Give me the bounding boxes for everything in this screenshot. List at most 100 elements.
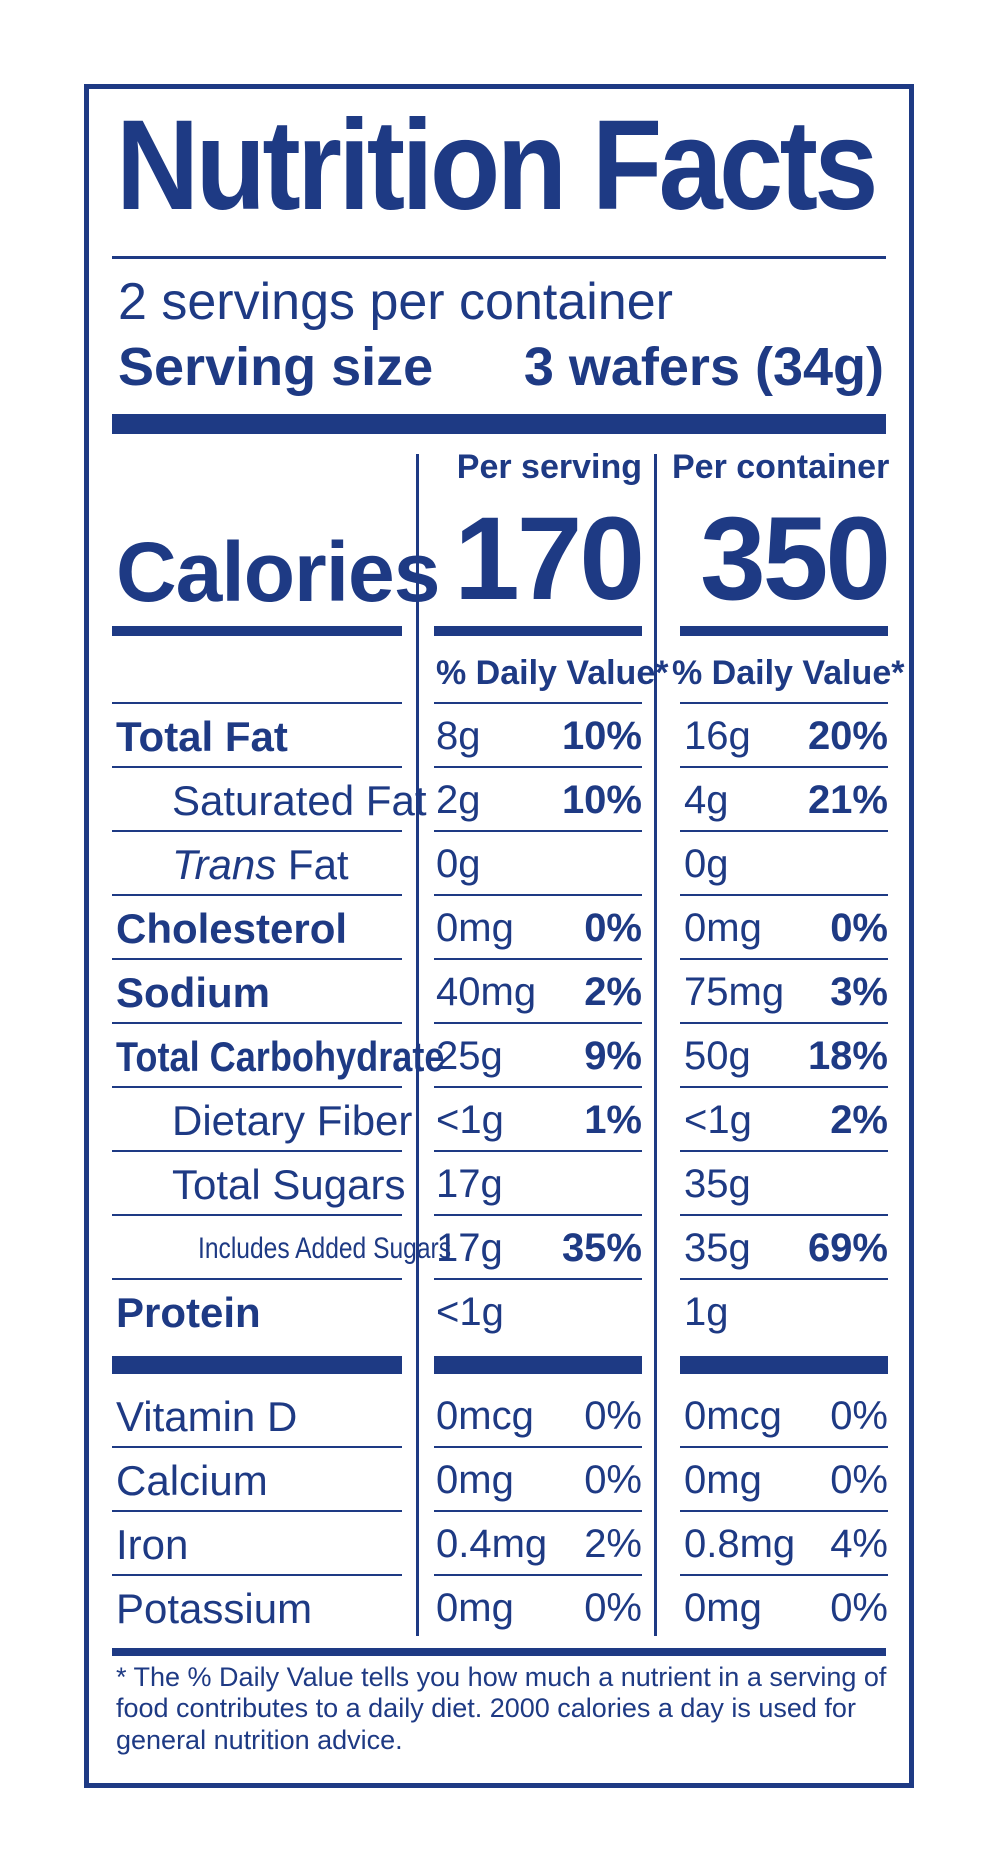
calories-divider-container [680,626,888,636]
row-divider-label [112,830,402,832]
vitamin-serving-daily-value: 0% [584,1394,642,1438]
container-amount: 50g [684,1034,751,1078]
serving-daily-value: 9% [584,1034,642,1078]
serving-daily-value: 1% [584,1098,642,1142]
protein-thick-divider-container [680,1356,888,1374]
row-divider-serving [434,830,642,832]
row-divider-container [680,1086,888,1088]
container-daily-value: 20% [807,714,888,758]
vitamin-container-daily-value: 4% [830,1522,888,1566]
nutrient-label: Dietary Fiber [172,1097,413,1144]
vitamin-divider-serving [434,1574,642,1576]
per-container-header: Per container [672,448,890,486]
container-amount: 16g [684,714,751,758]
nutrient-label: Total Carbohydrate [116,1033,445,1080]
container-amount: 4g [684,778,729,822]
vitamin-serving-daily-value: 2% [584,1522,642,1566]
vitamin-serving-amount: 0mcg [436,1394,534,1438]
vitamin-serving-daily-value: 0% [584,1458,642,1502]
label-title: Nutrition Facts [116,94,878,237]
daily-value-footnote: * The % Daily Value tells you how much a… [116,1662,887,1755]
vitamin-divider-label [112,1510,402,1512]
container-daily-value: 18% [807,1034,888,1078]
row-divider-container [680,830,888,832]
vitamin-container-amount: 0mg [684,1458,762,1502]
calories-divider-label [112,626,402,636]
serving-amount: <1g [436,1290,504,1334]
row-divider-serving [434,702,642,704]
row-divider-serving [434,1214,642,1216]
container-amount: 0g [684,842,729,886]
vitamin-label: Potassium [116,1585,313,1632]
serving-size-label: Serving size [118,337,434,397]
serving-amount: 0mg [436,906,514,950]
vitamin-serving-amount: 0mg [436,1458,514,1502]
serving-amount: 0g [436,842,481,886]
row-divider-serving [434,894,642,896]
servings-per-container: 2 servings per container [118,273,673,331]
row-divider-label [112,766,402,768]
container-amount: 35g [684,1226,751,1270]
vitamin-label: Calcium [116,1457,268,1504]
row-divider-serving [434,1278,642,1280]
serving-amount: 17g [436,1162,503,1206]
row-divider-container [680,766,888,768]
daily-value-header-serving: % Daily Value* [436,654,669,692]
row-divider-label [112,958,402,960]
container-daily-value: 0% [830,906,888,950]
nutrient-label: Total Fat [116,713,288,760]
serving-daily-value: 10% [561,778,642,822]
serving-amount: <1g [436,1098,504,1142]
row-divider-container [680,702,888,704]
protein-thick-divider-label [112,1356,402,1374]
vitamin-divider-serving [434,1446,642,1448]
nutrient-label: Sodium [116,969,270,1016]
row-divider-label [112,1150,402,1152]
serving-amount: 25g [436,1034,503,1078]
serving-daily-value: 2% [584,970,642,1014]
footnote-divider [112,1648,886,1656]
vitamin-container-daily-value: 0% [830,1394,888,1438]
container-amount: 0mg [684,906,762,950]
row-divider-container [680,958,888,960]
calories-per-container: 350 [700,493,891,625]
vitamin-divider-label [112,1574,402,1576]
container-amount: 35g [684,1162,751,1206]
vitamin-divider-serving [434,1510,642,1512]
nutrient-label-italic: Trans [172,841,277,888]
vitamin-container-amount: 0mg [684,1586,762,1630]
vitamin-serving-daily-value: 0% [584,1586,642,1630]
nutrient-label: Saturated Fat [172,777,427,824]
column-separator-1 [416,454,419,1636]
serving-daily-value: 0% [584,906,642,950]
vitamin-serving-amount: 0mg [436,1586,514,1630]
nutrient-label: Trans Fat [172,844,349,886]
row-divider-container [680,1150,888,1152]
per-serving-header: Per serving [456,448,642,486]
title-divider [112,256,886,259]
vitamin-container-daily-value: 0% [830,1458,888,1502]
serving-size-value: 3 wafers (34g) [523,337,884,397]
serving-amount: 8g [436,714,481,758]
column-separator-2 [654,454,657,1636]
vitamin-divider-container [680,1446,888,1448]
row-divider-label [112,894,402,896]
container-amount: <1g [684,1098,752,1142]
calories-label: Calories [116,525,440,619]
container-daily-value: 2% [830,1098,888,1142]
row-divider-label [112,1022,402,1024]
container-amount: 1g [684,1290,729,1334]
calories-divider-serving [434,626,642,636]
serving-amount: 2g [436,778,481,822]
calories-per-serving: 170 [454,493,645,625]
row-divider-label [112,1086,402,1088]
row-divider-container [680,1278,888,1280]
row-divider-label [112,702,402,704]
nutrient-label-rest: Fat [276,841,349,888]
row-divider-container [680,1022,888,1024]
vitamin-label: Iron [116,1521,189,1568]
container-amount: 75mg [684,970,785,1014]
nutrient-label: Protein [116,1289,261,1336]
serving-amount: 17g [436,1226,503,1270]
vitamin-divider-container [680,1510,888,1512]
